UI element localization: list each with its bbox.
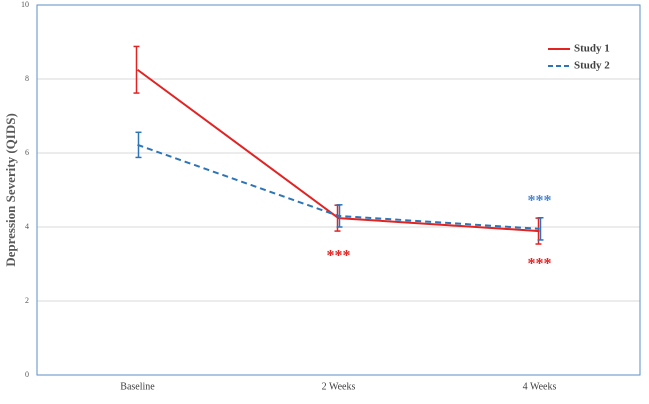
x-tick-label: Baseline bbox=[120, 381, 155, 392]
x-tick-label: 4 Weeks bbox=[523, 381, 557, 392]
y-tick-label: 4 bbox=[25, 222, 29, 231]
legend-label: Study 2 bbox=[574, 60, 610, 72]
annotation: *** bbox=[528, 193, 552, 210]
series-line bbox=[137, 143, 540, 230]
y-tick-label: 8 bbox=[25, 74, 29, 83]
y-tick-label: 10 bbox=[21, 0, 29, 9]
annotation: *** bbox=[327, 248, 351, 265]
annotation: *** bbox=[528, 256, 552, 273]
plot-border bbox=[36, 4, 641, 376]
legend-label: Study 1 bbox=[574, 43, 610, 55]
series-line bbox=[136, 68, 540, 233]
y-tick-label: 0 bbox=[25, 370, 29, 379]
y-tick-label: 2 bbox=[25, 296, 29, 305]
y-tick-label: 6 bbox=[25, 148, 29, 157]
y-axis-label: Depression Severity (QIDS) bbox=[3, 113, 18, 267]
x-tick-label: 2 Weeks bbox=[322, 381, 356, 392]
